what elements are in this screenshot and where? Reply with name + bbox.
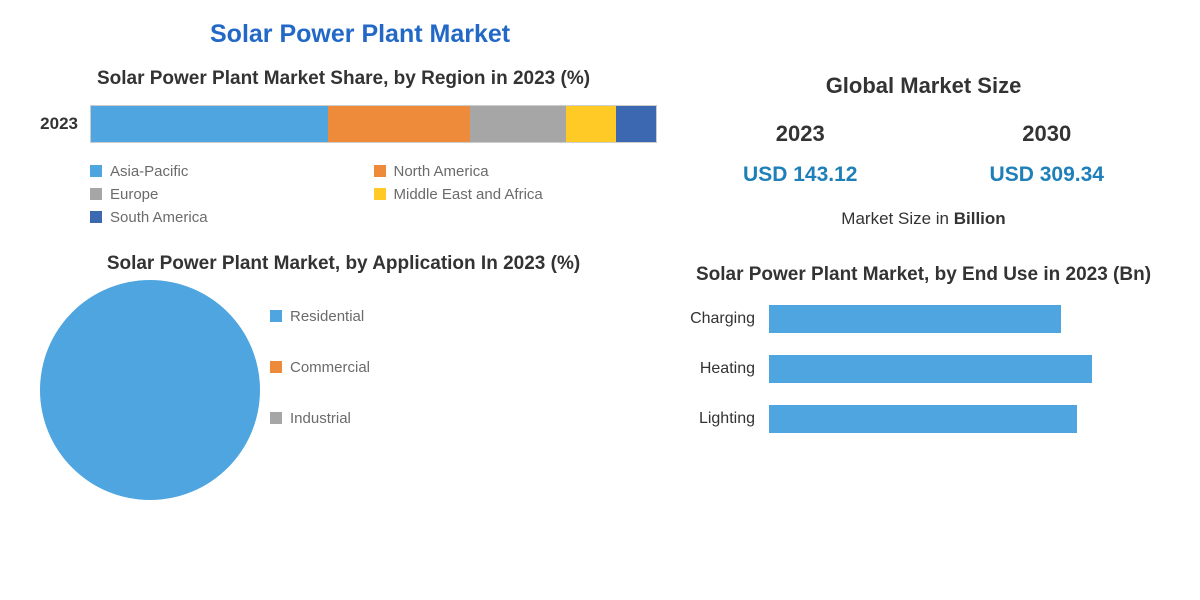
pie-chart-title: Solar Power Plant Market, by Application… <box>30 252 657 276</box>
legend-label: Middle East and Africa <box>394 186 543 203</box>
stacked-seg-0 <box>91 106 328 142</box>
hbar-label: Heating <box>677 360 769 378</box>
stacked-legend: Asia-Pacific North America Europe Middle Ea… <box>30 163 657 226</box>
stacked-year-label: 2023 <box>30 114 90 134</box>
legend-swatch-icon <box>374 165 386 177</box>
gms-year-1: 2030 <box>1022 121 1071 147</box>
stacked-seg-3 <box>566 106 617 142</box>
hbar-row-0: Charging <box>677 305 1170 333</box>
gms-unit-prefix: Market Size in <box>841 209 953 228</box>
stacked-legend-item-0: Asia-Pacific <box>90 163 374 180</box>
legend-swatch-icon <box>270 412 282 424</box>
gms-title: Global Market Size <box>677 73 1170 99</box>
pie-chart <box>30 286 270 486</box>
pie-legend: Residential Commercial Industrial <box>270 286 370 427</box>
stacked-seg-1 <box>328 106 469 142</box>
page-title: Solar Power Plant Market <box>210 20 1170 49</box>
stacked-legend-item-3: Middle East and Africa <box>374 186 658 203</box>
legend-label: North America <box>394 163 489 180</box>
gms-years-row: 2023 2030 <box>677 121 1170 147</box>
stacked-seg-4 <box>616 106 656 142</box>
hbar-bar <box>769 305 1061 333</box>
hbar-bar <box>769 405 1077 433</box>
hbar-bar <box>769 355 1092 383</box>
legend-label: Residential <box>290 308 364 325</box>
legend-label: Europe <box>110 186 158 203</box>
legend-swatch-icon <box>374 188 386 200</box>
legend-swatch-icon <box>270 310 282 322</box>
legend-label: Industrial <box>290 410 351 427</box>
legend-swatch-icon <box>90 165 102 177</box>
gms-value-0: USD 143.12 <box>743 163 857 187</box>
legend-swatch-icon <box>90 211 102 223</box>
stacked-legend-item-1: North America <box>374 163 658 180</box>
gms-value-1: USD 309.34 <box>990 163 1104 187</box>
legend-label: Asia-Pacific <box>110 163 188 180</box>
stacked-legend-item-4: South America <box>90 209 374 226</box>
hbar-row-2: Lighting <box>677 405 1170 433</box>
hbar-row-1: Heating <box>677 355 1170 383</box>
legend-label: South America <box>110 209 208 226</box>
gms-unit: Market Size in Billion <box>677 209 1170 229</box>
gms-values-row: USD 143.12 USD 309.34 <box>677 163 1170 187</box>
stacked-legend-item-2: Europe <box>90 186 374 203</box>
stacked-seg-2 <box>470 106 566 142</box>
hbar-label: Lighting <box>677 410 769 428</box>
pie-legend-item-1: Commercial <box>270 359 370 376</box>
pie-legend-item-0: Residential <box>270 308 370 325</box>
hbar-chart-title: Solar Power Plant Market, by End Use in … <box>677 263 1170 287</box>
legend-swatch-icon <box>90 188 102 200</box>
stacked-bar-chart: 2023 <box>30 105 657 143</box>
hbar-chart: Charging Heating Lighting <box>677 305 1170 455</box>
legend-label: Commercial <box>290 359 370 376</box>
pie-legend-item-2: Industrial <box>270 410 370 427</box>
stacked-chart-title: Solar Power Plant Market Share, by Regio… <box>30 67 657 91</box>
gms-unit-bold: Billion <box>954 209 1006 228</box>
legend-swatch-icon <box>270 361 282 373</box>
gms-year-0: 2023 <box>776 121 825 147</box>
hbar-label: Charging <box>677 310 769 328</box>
